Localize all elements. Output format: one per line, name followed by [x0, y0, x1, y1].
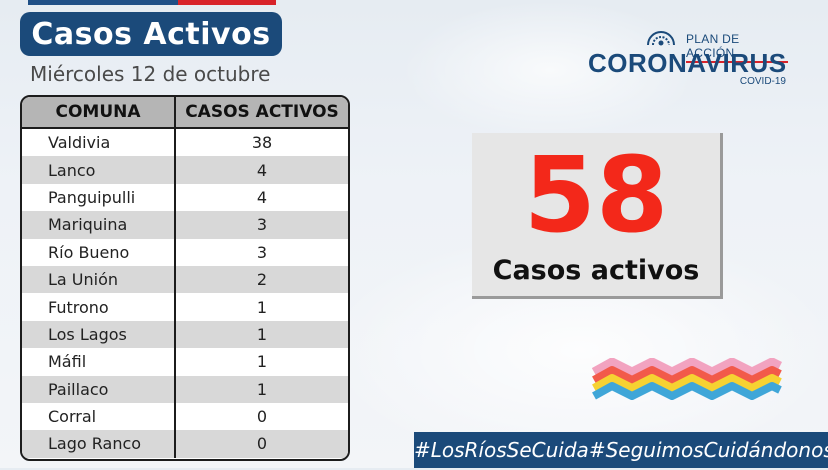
header-comuna: COMUNA — [22, 97, 176, 129]
total-cases-card: 58 Casos activos — [472, 133, 723, 299]
comuna-cell: Los Lagos — [22, 320, 176, 349]
hashtag-los-rios: #LosRíosSeCuida — [414, 438, 589, 462]
decorative-waves-icon — [592, 358, 782, 400]
comuna-cell: Mariquina — [22, 211, 176, 239]
comuna-cell: Lanco — [22, 156, 176, 184]
table-row: Valdivia 38 — [22, 128, 348, 157]
header-casos-activos: CASOS ACTIVOS — [175, 97, 348, 129]
comuna-cell: Futrono — [22, 293, 176, 321]
hashtag-bar: #LosRíosSeCuida #SeguimosCuidándonos — [414, 432, 828, 468]
table-header-row: COMUNA CASOS ACTIVOS — [22, 97, 348, 129]
table-row: Panguipulli 4 — [22, 183, 348, 212]
comuna-cell: Lago Ranco — [22, 430, 176, 458]
comuna-cell: Río Bueno — [22, 238, 176, 266]
table-row: Lanco 4 — [22, 156, 348, 184]
comuna-cell: Paillaco — [22, 375, 176, 403]
hashtag-seguimos: #SeguimosCuidándonos — [588, 438, 828, 462]
table-row: Los Lagos 1 — [22, 320, 348, 349]
top-accent-blue — [28, 0, 178, 5]
cases-table: COMUNA CASOS ACTIVOS Valdivia 38 Lanco 4… — [20, 95, 350, 461]
casos-cell: 3 — [175, 211, 348, 239]
covid-label: COVID-19 — [739, 76, 786, 87]
table-row: Paillaco 1 — [22, 375, 348, 403]
government-emblem-icon — [647, 31, 675, 46]
table-row: Río Bueno 3 — [22, 238, 348, 266]
table-row: Mariquina 3 — [22, 211, 348, 239]
casos-cell: 4 — [175, 156, 348, 184]
page-title: Casos Activos — [20, 12, 282, 56]
comuna-cell: Corral — [22, 402, 176, 431]
casos-cell: 0 — [175, 402, 348, 431]
top-accent-red — [178, 0, 276, 5]
comuna-cell: Panguipulli — [22, 183, 176, 212]
plan-de-accion-label: PLAN DE ACCIÓN — [686, 32, 788, 63]
table-row: Futrono 1 — [22, 293, 348, 321]
table-row: Lago Ranco 0 — [22, 430, 348, 458]
coronavirus-label: CORONAVIRUS — [588, 48, 787, 78]
table-row: Máfil 1 — [22, 348, 348, 376]
casos-cell: 38 — [175, 128, 348, 157]
total-cases-label: Casos activos — [492, 255, 700, 286]
comuna-cell: Valdivia — [22, 128, 176, 157]
casos-cell: 2 — [175, 265, 348, 294]
table-row: La Unión 2 — [22, 265, 348, 294]
casos-cell: 1 — [175, 320, 348, 349]
casos-cell: 1 — [175, 348, 348, 376]
casos-cell: 4 — [175, 183, 348, 212]
date-label: Miércoles 12 de octubre — [30, 62, 271, 86]
total-cases-number: 58 — [523, 134, 669, 256]
casos-cell: 3 — [175, 238, 348, 266]
background-cloud — [400, 0, 700, 140]
coronavirus-plan-logo: PLAN DE ACCIÓN CORONAVIRUS COVID-19 — [588, 28, 788, 88]
table-row: Corral 0 — [22, 402, 348, 431]
casos-cell: 1 — [175, 293, 348, 321]
casos-cell: 1 — [175, 375, 348, 403]
casos-cell: 0 — [175, 430, 348, 458]
comuna-cell: La Unión — [22, 265, 176, 294]
comuna-cell: Máfil — [22, 348, 176, 376]
